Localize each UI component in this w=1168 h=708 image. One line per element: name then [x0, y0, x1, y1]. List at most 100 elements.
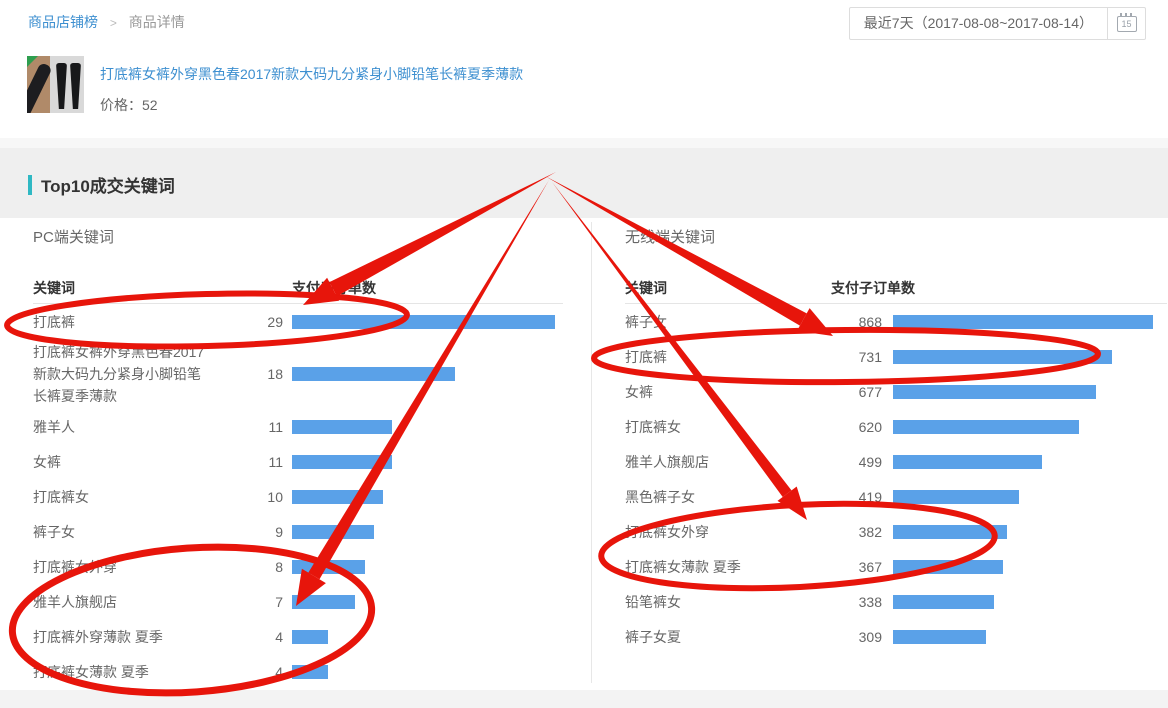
keyword-row: 打底裤女外穿 8 — [33, 549, 563, 584]
section-title: Top10成交关键词 — [41, 177, 175, 196]
panel-divider — [591, 222, 592, 683]
date-range-selector[interactable]: 最近7天（2017-08-08~2017-08-14） 15 — [848, 7, 1146, 40]
breadcrumb-link-rank[interactable]: 商品店铺榜 — [28, 14, 98, 30]
breadcrumb-current: 商品详情 — [128, 14, 185, 30]
order-bar — [292, 559, 365, 574]
keyword-label: 打底裤女 — [625, 418, 681, 435]
keyword-label: 女裤 — [33, 453, 61, 470]
keyword-row: 打底裤女裤外穿黑色春2017新款大码九分紧身小脚铅笔长裤夏季薄款 18 — [33, 339, 563, 409]
keyword-row: 打底裤女外穿 382 — [625, 514, 1167, 549]
order-count: 868 — [858, 313, 882, 330]
keyword-row: 打底裤 29 — [33, 304, 563, 339]
breadcrumb: 商品店铺榜 > 商品详情 — [28, 12, 185, 32]
date-range-label: 最近7天（2017-08-08~2017-08-14） — [863, 15, 1093, 31]
order-bar — [292, 594, 355, 609]
keyword-label: 打底裤 — [625, 348, 667, 365]
keyword-label: 雅羊人 — [33, 418, 75, 435]
keyword-row: 女裤 677 — [625, 374, 1167, 409]
order-count: 731 — [858, 348, 882, 365]
order-count: 309 — [858, 628, 882, 645]
order-count: 29 — [267, 313, 283, 330]
pc-panel-title: PC端关键词 — [33, 229, 114, 246]
order-bar — [292, 629, 328, 644]
keyword-label: 裤子女 — [625, 313, 667, 330]
order-count: 677 — [858, 383, 882, 400]
wireless-table-header: 关键词 支付子订单数 — [625, 278, 1167, 304]
breadcrumb-separator: > — [109, 16, 117, 30]
order-bar — [292, 664, 328, 679]
keyword-row: 打底裤女 10 — [33, 479, 563, 514]
order-bar — [292, 367, 455, 381]
calendar-icon: 15 — [1116, 12, 1137, 32]
thumbnail-legging-1 — [56, 63, 67, 109]
calendar-day-label: 15 — [1121, 18, 1132, 29]
order-count: 9 — [275, 523, 283, 540]
order-bar — [893, 629, 986, 644]
wireless-keywords-panel: 无线端关键词 关键词 支付子订单数 裤子女 868 打底裤 731 女裤 677 打底裤女 6… — [625, 230, 1167, 654]
order-count: 7 — [275, 593, 283, 610]
order-bar — [292, 524, 374, 539]
keyword-label: 雅羊人旗舰店 — [625, 453, 709, 470]
order-count: 499 — [858, 453, 882, 470]
order-count: 419 — [858, 488, 882, 505]
order-count: 4 — [275, 628, 283, 645]
keyword-row: 打底裤女薄款 夏季 4 — [33, 654, 563, 689]
thumbnail-legging-2 — [70, 63, 81, 109]
order-count: 620 — [858, 418, 882, 435]
order-bar — [292, 419, 392, 434]
keyword-row: 雅羊人 11 — [33, 409, 563, 444]
keyword-label: 铅笔裤女 — [625, 593, 681, 610]
keyword-row: 雅羊人旗舰店 7 — [33, 584, 563, 619]
keyword-label: 打底裤女薄款 夏季 — [33, 663, 149, 680]
order-count: 11 — [268, 418, 283, 435]
keyword-column-header: 关键词 — [33, 280, 75, 296]
keyword-label: 雅羊人旗舰店 — [33, 593, 117, 610]
order-bar — [893, 594, 994, 609]
order-bar — [893, 349, 1112, 364]
order-bar — [292, 489, 383, 504]
keyword-label: 裤子女夏 — [625, 628, 681, 645]
order-count: 4 — [275, 663, 283, 680]
keyword-row: 打底裤外穿薄款 夏季 4 — [33, 619, 563, 654]
product-thumbnail[interactable] — [27, 56, 84, 113]
keyword-label: 女裤 — [625, 383, 653, 400]
keyword-row: 黑色裤子女 419 — [625, 479, 1167, 514]
section-accent-bar — [28, 174, 32, 195]
product-title-link[interactable]: 打底裤女裤外穿黑色春2017新款大码九分紧身小脚铅笔长裤夏季薄款 — [100, 66, 524, 82]
pc-table-header: 关键词 支付子订单数 — [33, 278, 563, 304]
keyword-label: 打底裤女薄款 夏季 — [625, 558, 741, 575]
keyword-label: 打底裤女 — [33, 488, 89, 505]
order-bar — [893, 559, 1003, 574]
keyword-row: 打底裤女薄款 夏季 367 — [625, 549, 1167, 584]
order-bar — [893, 489, 1019, 504]
order-count: 8 — [275, 558, 283, 575]
keyword-label: 黑色裤子女 — [625, 488, 695, 505]
order-count: 382 — [858, 523, 882, 540]
orders-column-header: 支付子订单数 — [292, 280, 376, 296]
order-bar — [893, 384, 1096, 399]
order-count: 10 — [267, 488, 283, 505]
keyword-label: 打底裤女外穿 — [33, 558, 117, 575]
pc-keywords-panel: PC端关键词 关键词 支付子订单数 打底裤 29 打底裤女裤外穿黑色春2017新款大… — [33, 230, 563, 689]
keyword-label: 打底裤女裤外穿黑色春2017新款大码九分紧身小脚铅笔长裤夏季薄款 — [33, 344, 205, 404]
keyword-label: 打底裤外穿薄款 夏季 — [33, 628, 163, 645]
order-bar — [893, 524, 1007, 539]
keyword-label: 裤子女 — [33, 523, 75, 540]
product-price: 价格：52 — [100, 97, 158, 113]
order-bar — [893, 419, 1079, 434]
keyword-row: 女裤 11 — [33, 444, 563, 479]
order-count: 18 — [267, 366, 283, 382]
calendar-button[interactable]: 15 — [1107, 8, 1145, 39]
order-count: 338 — [858, 593, 882, 610]
order-count: 11 — [268, 453, 283, 470]
keyword-column-header: 关键词 — [625, 280, 667, 296]
order-bar — [893, 454, 1042, 469]
order-bar — [893, 314, 1153, 329]
keyword-row: 裤子女 9 — [33, 514, 563, 549]
order-count: 367 — [858, 558, 882, 575]
wireless-panel-title: 无线端关键词 — [625, 229, 716, 246]
divider-strip — [0, 138, 1168, 148]
footer-strip — [0, 690, 1168, 708]
pc-keyword-rows: 打底裤 29 打底裤女裤外穿黑色春2017新款大码九分紧身小脚铅笔长裤夏季薄款 18 雅… — [33, 304, 563, 689]
